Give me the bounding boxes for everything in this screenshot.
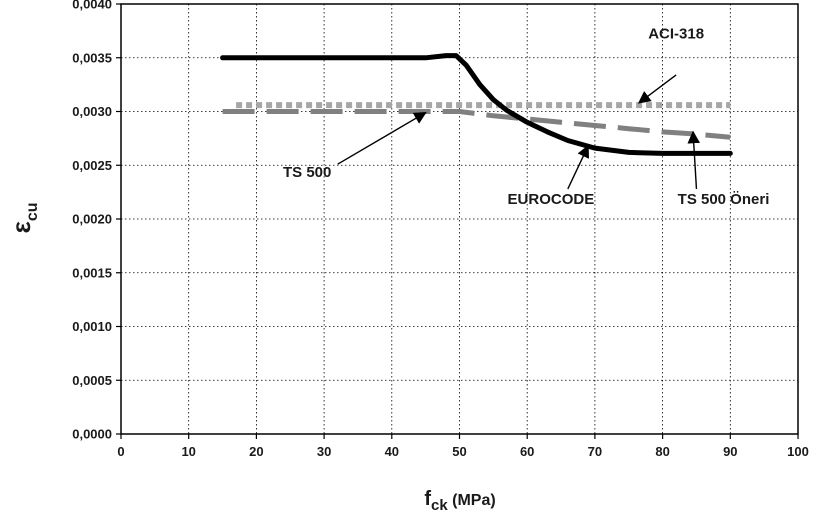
x-tick-label: 0: [117, 444, 124, 459]
annotation-arrow-aci-318: [637, 74, 677, 104]
y-axis-title-main: ε: [6, 221, 36, 233]
gridlines: [121, 4, 798, 434]
x-tick-label: 80: [655, 444, 669, 459]
x-tick-label: 20: [249, 444, 263, 459]
y-tick-label: 0,0040: [72, 0, 112, 12]
series-group: [220, 53, 733, 156]
y-tick-label: 0,0020: [72, 212, 112, 227]
annotation-arrow-ts-500: [337, 111, 427, 165]
y-axis-title: εcu: [6, 202, 41, 233]
y-tick-label: 0,0030: [72, 104, 112, 119]
series-line-ts-500: [222, 109, 731, 140]
x-tick-label: 10: [181, 444, 195, 459]
x-tick-label: 70: [588, 444, 602, 459]
y-tick-label: 0,0015: [72, 265, 112, 280]
x-tick-label: 40: [385, 444, 399, 459]
annotation-label-aci-318: ACI-318: [648, 25, 704, 42]
x-axis-title-main: f: [424, 488, 431, 510]
tick-labels: 0 10 20 30 40 50 60 70 80 90 100 0,0000 0,0005 0,0010…: [72, 0, 809, 459]
annotation-label-eurocode: EUROCODE: [508, 191, 595, 208]
y-tick-label: 0,0035: [72, 50, 112, 65]
series-line-eurocode: [220, 53, 733, 156]
axis-titles: fck (MPa) εcu: [6, 202, 496, 514]
y-tick-label: 0,0025: [72, 158, 112, 173]
annotation-label-ts-500: TS 500: [283, 164, 331, 181]
annotation-label-ts-500-neri: TS 500 Öneri: [678, 191, 770, 208]
x-tick-label: 30: [317, 444, 331, 459]
y-tick-label: 0,0010: [72, 319, 112, 334]
x-tick-label: 90: [723, 444, 737, 459]
x-axis-title-sub: ck: [431, 497, 448, 514]
y-axis-title-sub: cu: [24, 202, 41, 221]
axes: [116, 3, 799, 439]
annotations: ACI-318 TS 500 EUROCODE TS 500 Öneri: [283, 25, 769, 208]
x-axis-title: fck (MPa): [424, 488, 495, 514]
annotation-arrow-eurocode: [567, 144, 589, 190]
x-tick-label: 60: [520, 444, 534, 459]
x-tick-label: 50: [452, 444, 466, 459]
y-tick-label: 0,0005: [72, 373, 112, 388]
y-tick-label: 0,0000: [72, 427, 112, 442]
x-tick-label: 100: [787, 444, 809, 459]
annotation-arrow-ts-500-neri: [687, 130, 701, 189]
x-axis-title-unit: (MPa): [448, 492, 496, 509]
